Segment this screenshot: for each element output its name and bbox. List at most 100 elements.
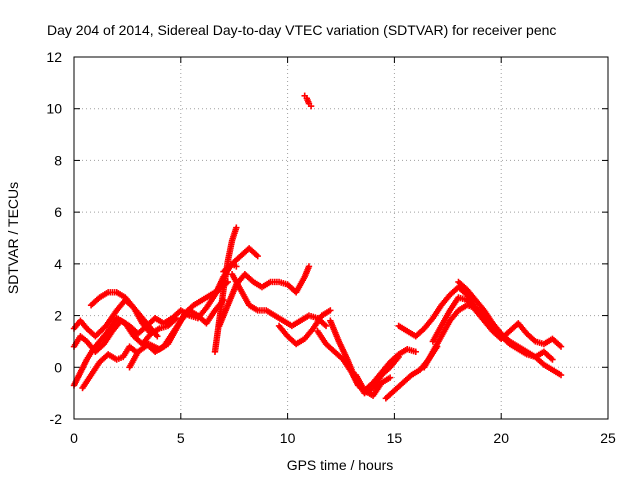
data-point [307,102,315,110]
x-tick-label: 20 [493,430,509,446]
data-point [194,312,209,326]
data-point [126,350,141,371]
data-point [438,319,453,340]
data-point [549,366,563,378]
data-point [164,316,179,330]
data-point [190,297,204,309]
data-point [327,307,334,314]
x-tick-label: 5 [177,430,185,446]
data-point [113,289,127,300]
data-point [284,333,298,346]
data-point [113,354,125,363]
data-point [549,356,556,363]
data-point [472,307,487,323]
data-point [463,286,478,302]
data-point [173,314,180,322]
y-tick-label: 12 [46,49,62,65]
data-point [77,333,89,344]
x-tick-label: 0 [70,430,78,446]
data-point [378,375,392,386]
plot-frame [73,56,609,420]
x-tick-label: 25 [600,430,616,446]
data-point [160,332,175,350]
data-point [391,380,405,394]
data-point [263,307,277,318]
data-point [395,353,402,361]
data-point [228,226,239,244]
data-point [139,314,153,331]
data-point [429,324,444,345]
series-track-9 [220,245,261,275]
data-point [395,322,409,334]
data-point [143,340,157,354]
y-tick-label: 10 [46,101,62,117]
data-point [233,224,240,231]
data-point [267,278,281,286]
series-track-13 [301,92,315,110]
data-point [275,322,290,338]
data-point [233,263,240,270]
data-point [228,254,243,268]
data-point [83,347,96,363]
data-point [224,283,239,309]
data-point [322,322,330,330]
y-tick-label: 2 [54,308,62,324]
data-point [455,294,469,303]
series-track-21 [455,278,556,363]
series-track-2 [70,314,180,389]
grid [74,57,608,419]
data-point [421,316,435,332]
data-point [506,340,520,352]
data-point [96,290,110,301]
data-point [421,350,436,371]
data-point [335,338,350,362]
x-tick-label: 15 [387,430,403,446]
data-point [245,245,260,259]
series-track-12 [275,307,334,348]
data-point [301,264,312,280]
data-point [480,317,495,333]
data-point [280,317,294,329]
y-axis-label: SDTVAR / TECUs [5,182,21,294]
x-tick-label: 10 [280,430,296,446]
data-point [90,339,102,353]
data-point [523,330,538,344]
data-point [412,326,427,340]
data-point [557,343,565,350]
data-point [292,275,307,296]
y-tick-label: 6 [54,204,62,220]
data-point [130,304,145,320]
data-point [429,334,444,355]
x-axis-label: GPS time / hours [287,457,394,473]
data-point [288,318,302,330]
data-point [203,308,218,327]
data-point [386,355,401,371]
data-point [77,357,90,376]
data-point [154,333,161,340]
data-point [386,374,394,381]
data-point [540,361,554,373]
data-point [220,261,234,275]
data-point [245,302,260,313]
y-tick-label: 0 [54,359,62,375]
y-tick-label: -2 [50,411,63,427]
data-point [489,320,504,338]
data-point [224,239,235,265]
data-point [228,271,243,292]
data-point [113,314,127,326]
data-point [305,263,313,270]
series-track-20 [429,294,565,350]
data-point [271,312,285,323]
series-track-10 [216,263,313,330]
data-point [446,295,461,314]
series-track-5 [87,289,161,340]
data-point [455,303,469,314]
data-point [241,271,256,284]
data-point [254,252,261,260]
data-point [438,308,453,330]
data-point [186,307,200,318]
data-point [557,371,565,379]
series-track-7 [143,296,227,355]
y-tick-label: 4 [54,256,62,272]
